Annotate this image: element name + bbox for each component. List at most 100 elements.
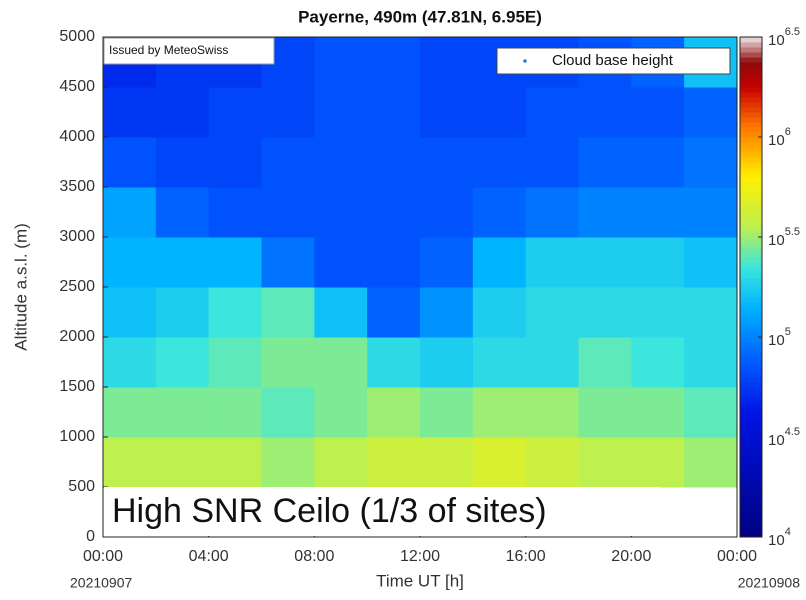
colorbar-swatch	[740, 172, 762, 178]
heatmap-cell	[578, 87, 632, 138]
heatmap-cell	[684, 387, 738, 438]
heatmap-cell	[314, 87, 368, 138]
heatmap-cell	[314, 37, 368, 88]
colorbar-swatch	[740, 247, 762, 253]
tick-exponent: 5	[785, 326, 791, 338]
end-date: 20210908	[738, 575, 801, 591]
colorbar-swatch	[740, 422, 762, 428]
y-tick-label: 2500	[59, 278, 95, 295]
heatmap-cell	[525, 387, 579, 438]
colorbar-swatch	[740, 477, 762, 483]
heatmap-cell	[684, 237, 738, 288]
heatmap-cell	[261, 87, 315, 138]
issuer: Issued by MeteoSwiss	[109, 43, 228, 57]
heatmap-cell	[684, 187, 738, 238]
colorbar-swatch	[740, 252, 762, 258]
heatmap-cell	[684, 437, 738, 488]
colorbar-swatch	[740, 127, 762, 133]
colorbar-swatch	[740, 527, 762, 533]
colorbar-swatch	[740, 342, 762, 348]
heatmap-cell	[261, 387, 315, 438]
annotation: High SNR Ceilo (1/3 of sites)	[112, 492, 547, 530]
colorbar-swatch	[740, 512, 762, 518]
colorbar-swatch	[740, 532, 762, 538]
colorbar-swatch	[740, 292, 762, 298]
heatmap-cell	[155, 387, 210, 438]
heatmap-cell	[525, 87, 579, 138]
colorbar-swatch	[740, 362, 762, 368]
heatmap-cell	[314, 237, 368, 288]
colorbar-swatch	[740, 452, 762, 458]
colorbar-swatch	[740, 432, 762, 438]
colorbar-swatch	[740, 442, 762, 448]
heatmap-cell	[208, 237, 262, 288]
heatmap-cell	[367, 237, 421, 288]
heatmap-cell	[472, 137, 527, 188]
colorbar-swatch	[740, 97, 762, 103]
colorbar-swatch	[740, 77, 762, 83]
colorbar-swatch	[740, 102, 762, 108]
colorbar-swatch	[740, 162, 762, 168]
heatmap-cell	[684, 287, 738, 338]
heatmap-cell	[420, 187, 474, 238]
heatmap-cell	[155, 337, 210, 388]
colorbar-swatch	[740, 47, 762, 53]
colorbar-swatch	[740, 322, 762, 328]
colorbar-swatch	[740, 112, 762, 118]
tick-base: 10	[768, 332, 785, 349]
colorbar-swatch	[740, 42, 762, 48]
colorbar-swatch	[740, 492, 762, 498]
heatmap-cell	[420, 87, 474, 138]
colorbar-swatch	[740, 52, 762, 58]
colorbar-swatch	[740, 107, 762, 113]
colorbar-swatch	[740, 312, 762, 318]
legend-marker	[523, 59, 527, 63]
heatmap-cell	[367, 187, 421, 238]
heatmap-cell	[261, 137, 315, 188]
colorbar-swatch	[740, 117, 762, 123]
heatmap-cell	[208, 187, 262, 238]
heatmap-cell	[261, 187, 315, 238]
heatmap-cell	[420, 337, 474, 388]
heatmap-cell	[155, 237, 210, 288]
colorbar-swatch	[740, 352, 762, 358]
heatmap-cell	[578, 187, 632, 238]
colorbar-swatch	[740, 397, 762, 403]
heatmap-cell	[155, 187, 210, 238]
heatmap-cell	[578, 137, 632, 188]
heatmap-cell	[631, 237, 685, 288]
colorbar-swatch	[740, 387, 762, 393]
colorbar-swatch	[740, 392, 762, 398]
tick-exponent: 6	[785, 126, 791, 138]
tick-base: 10	[768, 132, 785, 149]
heatmap-cell	[314, 187, 368, 238]
heatmap-cell	[472, 337, 527, 388]
heatmap-cell	[103, 387, 157, 438]
heatmap-cell	[578, 287, 632, 338]
colorbar-swatch	[740, 437, 762, 443]
colorbar-swatch	[740, 62, 762, 68]
colorbar-swatch	[740, 187, 762, 193]
y-tick-label: 3500	[59, 178, 95, 195]
colorbar-swatch	[740, 142, 762, 148]
colorbar-swatch	[740, 167, 762, 173]
heatmap-cell	[103, 87, 157, 138]
x-tick-label: 00:00	[83, 548, 123, 565]
x-tick-label: 04:00	[189, 548, 229, 565]
colorbar-tick-label: 106.5	[768, 26, 800, 49]
heatmap-cell	[631, 337, 685, 388]
x-tick-label: 00:00	[717, 548, 757, 565]
colorbar-swatch	[740, 472, 762, 478]
heatmap-cell	[155, 87, 210, 138]
heatmap-cell	[684, 87, 738, 138]
colorbar-swatch	[740, 317, 762, 323]
colorbar-swatch	[740, 367, 762, 373]
colorbar-swatch	[740, 382, 762, 388]
tick-exponent: 4	[785, 526, 791, 538]
heatmap-cell	[367, 387, 421, 438]
colorbar-swatch	[740, 157, 762, 163]
colorbar-swatch	[740, 122, 762, 128]
heatmap-cell	[103, 287, 157, 338]
colorbar-tick-label: 106	[768, 126, 791, 149]
colorbar-swatch	[740, 197, 762, 203]
